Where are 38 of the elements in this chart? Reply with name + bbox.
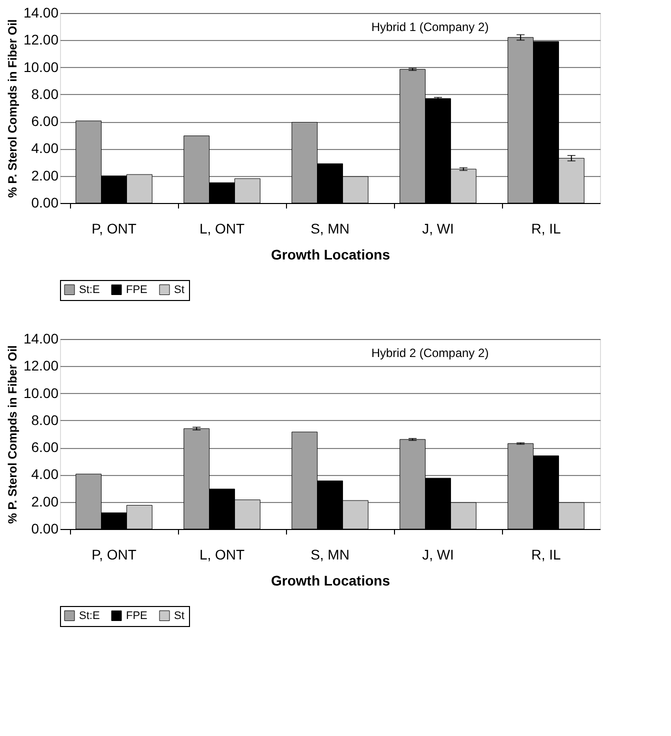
legend-label: St:E [79,284,100,296]
y-axis-title: % P. Sterol Compds in Fiber Oil [5,345,20,524]
x-tick-label: R, IL [531,220,561,236]
x-axis-title: Growth Locations [271,572,390,588]
y-tick-label: 12.00 [23,358,59,374]
y-tick-label: 8.00 [31,412,59,428]
y-axis-title: % P. Sterol Compds in Fiber Oil [5,19,20,198]
legend-label: FPE [126,284,148,296]
y-tick-label: 12.00 [23,32,59,48]
x-tick-label: L, ONT [199,546,246,562]
y-tick-label: 6.00 [31,439,59,456]
y-tick-label: 10.00 [23,58,59,75]
y-tick-label: 4.00 [31,140,59,156]
legend-label: St [174,284,184,296]
x-tick-label: J, WI [422,546,454,562]
annotation: Hybrid 2 (Company 2) [371,346,489,360]
legend-label: St [174,610,184,622]
legend-label: FPE [126,610,148,622]
x-tick-label: R, IL [531,546,561,562]
x-tick-label: S, MN [310,546,350,562]
x-tick-label: J, WI [422,220,454,236]
y-tick-label: 14.00 [23,330,59,346]
y-tick-label: 4.00 [31,466,59,482]
x-tick-label: P, ONT [92,220,137,236]
x-axis-title: Growth Locations [271,246,390,262]
y-tick-label: 0.00 [31,194,59,210]
y-tick-label: 10.00 [23,384,59,401]
y-tick-label: 6.00 [31,113,59,130]
y-tick-label: 14.00 [23,4,59,20]
x-tick-label: P, ONT [92,546,137,562]
y-tick-label: 2.00 [31,167,59,184]
annotation: Hybrid 1 (Company 2) [371,20,489,34]
x-tick-label: S, MN [310,220,350,236]
y-tick-label: 8.00 [31,86,59,102]
legend-label: St:E [79,610,100,622]
y-tick-label: 0.00 [31,520,59,536]
x-tick-label: L, ONT [199,220,246,236]
y-tick-label: 2.00 [31,493,59,510]
